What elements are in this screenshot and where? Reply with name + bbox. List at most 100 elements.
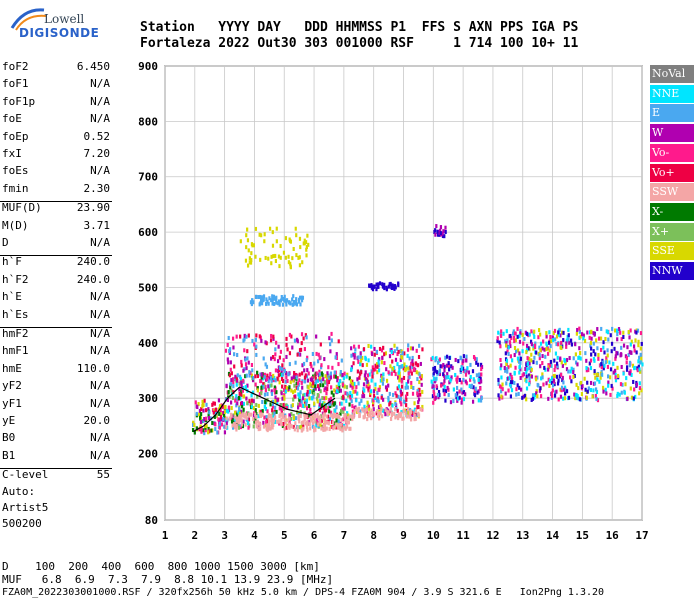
echo-point <box>560 360 563 365</box>
echo-point <box>252 405 255 410</box>
echo-point <box>408 408 412 413</box>
echo-point <box>266 299 269 304</box>
echo-point <box>208 410 211 415</box>
echo-point <box>284 403 288 408</box>
echo-point <box>255 402 258 407</box>
echo-point <box>286 418 290 423</box>
echo-point <box>616 365 619 370</box>
x-tick-label: 3 <box>221 529 228 542</box>
echo-point <box>462 397 466 402</box>
legend-entry-e: E <box>650 104 694 123</box>
echo-point <box>622 343 626 348</box>
echo-point <box>553 393 557 398</box>
echo-point <box>318 402 321 407</box>
echo-point <box>548 383 551 388</box>
echo-point <box>301 371 304 376</box>
echo-point <box>236 416 239 421</box>
echo-point <box>435 224 438 229</box>
echo-point <box>500 375 503 380</box>
echo-point <box>234 415 237 420</box>
echo-point <box>298 397 301 402</box>
echo-point <box>375 287 378 292</box>
echo-point <box>447 361 450 366</box>
echo-point <box>258 392 261 397</box>
echo-point <box>400 402 403 407</box>
echo-point <box>335 356 338 361</box>
echo-point <box>464 369 467 374</box>
y-tick-label: 400 <box>138 337 158 350</box>
echo-point <box>564 387 567 392</box>
echo-point <box>396 352 399 357</box>
param-name: hmF1 <box>2 344 29 358</box>
echo-point <box>352 411 355 416</box>
echo-point <box>594 393 597 398</box>
echo-point <box>283 369 286 374</box>
echo-point <box>618 392 621 397</box>
echo-point <box>575 395 578 400</box>
echo-point <box>519 367 522 372</box>
echo-point <box>557 342 560 347</box>
echo-point <box>285 302 288 307</box>
echo-point <box>295 375 298 380</box>
echo-point <box>588 361 591 366</box>
echo-point <box>285 342 288 347</box>
echo-point <box>550 391 553 396</box>
echo-point <box>505 329 508 334</box>
param-value: N/A <box>90 290 110 304</box>
echo-point <box>229 385 232 390</box>
echo-point <box>289 416 293 421</box>
param-row: D N/A <box>2 236 110 253</box>
echo-point <box>570 342 574 347</box>
echo-point <box>400 379 403 384</box>
echo-point <box>283 396 286 401</box>
echo-point <box>418 372 421 377</box>
echo-point <box>294 360 297 365</box>
echo-point <box>514 365 517 370</box>
echo-point <box>280 407 283 412</box>
echo-point <box>419 374 422 379</box>
echo-point <box>589 380 593 385</box>
echo-point <box>335 405 338 410</box>
echo-point <box>253 342 256 347</box>
echo-point <box>273 390 277 395</box>
echo-point <box>380 360 383 365</box>
param-name: yF1 <box>2 396 22 410</box>
echo-point <box>585 358 588 363</box>
echo-point <box>294 421 297 426</box>
echo-point <box>339 411 342 416</box>
echo-point <box>288 416 291 421</box>
echo-point <box>270 333 273 338</box>
echo-point <box>567 369 570 374</box>
echo-point <box>243 348 246 353</box>
echo-point <box>277 344 280 349</box>
echo-point <box>516 326 519 331</box>
echo-point <box>593 369 596 374</box>
echo-point <box>559 394 563 399</box>
echo-point <box>339 401 342 406</box>
echo-point <box>433 392 436 397</box>
echo-point <box>377 411 380 416</box>
echo-point <box>500 394 503 399</box>
param-name: h`Es <box>2 307 29 321</box>
echo-point <box>264 340 267 345</box>
echo-point <box>400 384 404 389</box>
echo-point <box>302 393 305 398</box>
echo-point <box>349 379 353 384</box>
echo-point <box>274 378 277 383</box>
echo-point <box>412 362 415 367</box>
echo-point <box>283 426 286 431</box>
echo-point <box>339 422 342 427</box>
echo-point <box>317 352 320 357</box>
echo-point <box>478 380 481 385</box>
echo-point <box>553 358 556 363</box>
echo-point <box>398 378 401 383</box>
echo-point <box>319 398 322 403</box>
echo-point <box>370 284 373 289</box>
echo-point <box>607 380 610 385</box>
echo-point <box>584 387 587 392</box>
echo-point <box>276 398 279 403</box>
echo-point <box>437 395 440 400</box>
echo-point <box>314 384 317 389</box>
echo-point <box>369 389 373 394</box>
echo-point <box>229 360 232 365</box>
